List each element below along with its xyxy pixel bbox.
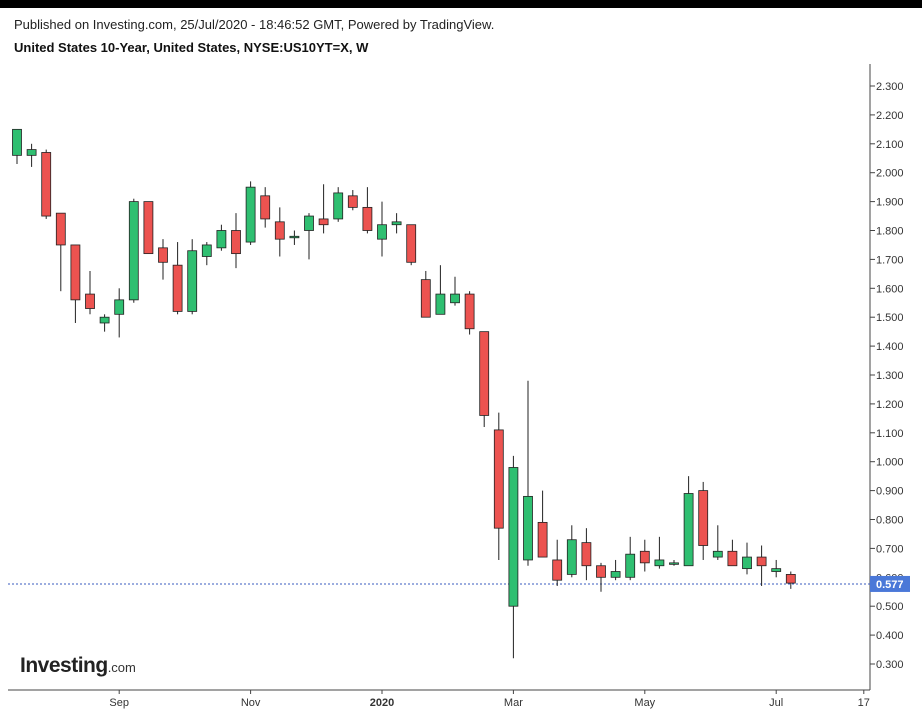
y-tick-label: 1.000 [876, 457, 904, 469]
x-tick-label: Nov [241, 697, 261, 709]
y-tick-label: 0.700 [876, 543, 904, 555]
candle-body-up [654, 559, 665, 567]
candle-body-down [143, 201, 154, 255]
candle-body-up [742, 556, 752, 570]
candle-body-up [377, 224, 387, 240]
y-tick-label: 0.900 [876, 486, 904, 498]
candle-body-up [683, 493, 694, 567]
candle-body-down [420, 279, 431, 318]
candle-body-down [260, 195, 271, 220]
candle-body-down [55, 212, 66, 246]
candle-body-up [508, 467, 519, 607]
candle-body-down [172, 264, 183, 312]
y-tick-label: 0.400 [876, 630, 904, 642]
x-tick-label: Mar [504, 697, 523, 709]
y-tick-label: 1.800 [876, 226, 904, 238]
candle-body-down [639, 550, 650, 564]
candle-body-up [391, 221, 402, 226]
candle-body-down [596, 565, 606, 578]
candle-body-up [333, 192, 344, 220]
candle-body-down [70, 244, 81, 301]
investing-logo: Investing.com [20, 654, 136, 678]
candle-body-down [698, 490, 709, 546]
last-price-label: 0.577 [876, 579, 904, 591]
candle-body-down [318, 218, 329, 226]
x-tick-label: Sep [109, 697, 129, 709]
candle-body-up [669, 562, 679, 565]
logo-suffix-text: .com [107, 660, 136, 675]
published-line: Published on Investing.com, 25/Jul/2020 … [14, 17, 495, 32]
candle-body-up [523, 495, 533, 561]
candle-body-down [581, 542, 592, 567]
y-tick-label: 0.500 [876, 601, 904, 613]
candle-body-down [41, 152, 52, 217]
candle-body-up [26, 149, 37, 156]
candle-body-down [552, 559, 563, 581]
y-tick-label: 2.300 [876, 81, 904, 93]
y-tick-label: 1.700 [876, 254, 904, 266]
y-tick-label: 2.100 [876, 139, 904, 151]
top-bar [0, 0, 922, 8]
candle-body-up [712, 550, 723, 558]
y-tick-label: 1.600 [876, 283, 904, 295]
candle-body-up [625, 553, 636, 578]
candle-body-up [187, 250, 198, 312]
candle-body-up [450, 293, 460, 304]
candle-body-up [216, 230, 227, 249]
candle-body-down [464, 293, 475, 330]
x-tick-label: Jul [769, 697, 783, 709]
candle-body-up [566, 539, 577, 575]
candle-body-up [304, 215, 314, 231]
candle-body-down [537, 521, 548, 558]
y-tick-label: 0.300 [876, 659, 904, 671]
y-tick-label: 0.800 [876, 515, 904, 527]
candle-body-up [114, 299, 125, 315]
candle-body-down [85, 293, 95, 309]
candle-body-up [201, 244, 212, 257]
candle-body-up [245, 186, 256, 243]
candle-body-down [347, 195, 358, 208]
candle-body-up [610, 571, 621, 578]
candle-body-down [158, 247, 168, 263]
y-tick-label: 1.200 [876, 399, 904, 411]
candle-body-down [479, 331, 490, 416]
candle-body-down [362, 206, 373, 231]
candle-body-down [727, 550, 738, 567]
candle-body-up [289, 235, 300, 239]
y-tick-label: 1.500 [876, 312, 904, 324]
candle-body-up [12, 128, 22, 156]
y-tick-label: 1.400 [876, 341, 904, 353]
candle-body-up [128, 201, 139, 301]
y-tick-label: 1.300 [876, 370, 904, 382]
y-tick-label: 2.200 [876, 110, 904, 122]
candle-body-down [274, 221, 285, 240]
candle-body-down [231, 230, 241, 255]
y-tick-label: 2.000 [876, 168, 904, 180]
y-tick-label: 1.100 [876, 428, 904, 440]
candle-body-up [99, 316, 110, 324]
candle-body-down [406, 224, 417, 263]
candle-body-down [756, 556, 767, 567]
symbol-title: United States 10-Year, United States, NY… [14, 40, 369, 55]
y-tick-label: 1.900 [876, 197, 904, 209]
x-tick-label: May [634, 697, 655, 709]
logo-main-text: Investing [20, 654, 108, 677]
candle-body-down [785, 574, 796, 584]
candle-body-up [771, 568, 782, 572]
x-tick-label: 2020 [370, 697, 394, 709]
candle-body-up [435, 293, 446, 315]
candle-body-down [493, 429, 504, 529]
last-price-badge [870, 575, 910, 592]
x-tick-label: 17 [858, 697, 870, 709]
